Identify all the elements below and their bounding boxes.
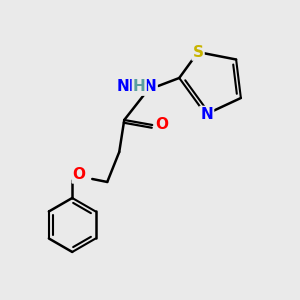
Text: H: H (133, 80, 146, 94)
Text: S: S (193, 45, 204, 60)
Text: O: O (73, 167, 86, 182)
Text: N: N (144, 80, 157, 94)
Text: N: N (200, 107, 213, 122)
Text: NH: NH (117, 80, 142, 94)
Text: O: O (156, 118, 169, 133)
